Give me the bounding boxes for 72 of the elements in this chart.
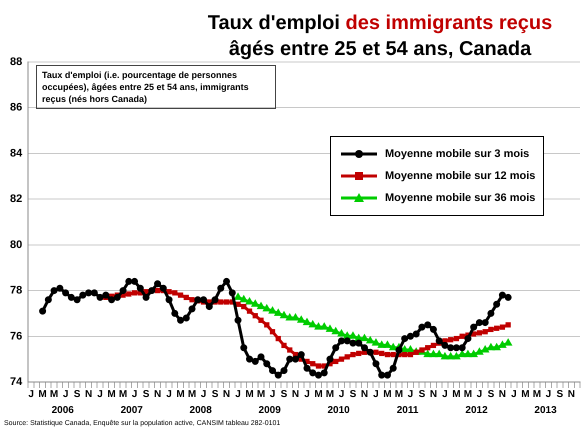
x-tick-label: J bbox=[338, 388, 344, 400]
x-tick-label: N bbox=[84, 388, 92, 400]
x-tick-label: J bbox=[373, 388, 379, 400]
x-tick-label: M bbox=[50, 388, 58, 400]
x-tick-label: M bbox=[326, 388, 334, 400]
text: 2013 bbox=[534, 405, 558, 416]
y-tick-label: 88 bbox=[10, 56, 22, 68]
y-tick-label: 76 bbox=[10, 330, 22, 342]
text: 2010 bbox=[327, 405, 350, 416]
x-tick-label: J bbox=[476, 388, 482, 400]
x-tick-label: M bbox=[314, 388, 323, 400]
annotation: Taux d'emploi (i.e. pourcentage de personnes occupées), âgées entre 25 et 54 ans, immigrants reçus (nés hors Canada) bbox=[36, 65, 276, 109]
x-tick-label: S bbox=[280, 388, 288, 400]
x-tick-label: S bbox=[142, 388, 150, 400]
x-tick-label: M bbox=[256, 388, 266, 400]
x-tick-label: S bbox=[488, 388, 495, 400]
point bbox=[458, 351, 466, 358]
x-tick-label: J bbox=[442, 388, 448, 400]
x-tick-label: J bbox=[28, 388, 34, 400]
x-tick-label: S bbox=[74, 388, 81, 400]
text: 2008 bbox=[190, 405, 212, 416]
x-tick-label: M bbox=[452, 388, 461, 400]
legend-label: Moyenne mobile sur 3 mois bbox=[385, 148, 530, 160]
x-tick-label: M bbox=[394, 388, 404, 400]
x-tick-label: J bbox=[62, 388, 68, 400]
text: 2007 bbox=[120, 405, 144, 416]
y-tick-label: 74 bbox=[10, 376, 24, 388]
x-tick-label: J bbox=[270, 388, 276, 400]
y-tick-label: 82 bbox=[10, 193, 22, 206]
x-tick-label: M bbox=[38, 388, 47, 400]
x-tick-label: M bbox=[245, 388, 254, 400]
x-tick-label: S bbox=[212, 388, 219, 400]
chart-subtitle: âgés entre 25 et 54 ans, Canada bbox=[228, 38, 532, 60]
x-tick-label: J bbox=[546, 388, 552, 400]
x-tick-label: N bbox=[154, 388, 162, 400]
x-tick-label: M bbox=[521, 388, 530, 400]
x-tick-label: N bbox=[292, 388, 300, 400]
point bbox=[424, 351, 431, 358]
y-tick-label: 78 bbox=[10, 284, 22, 297]
x-tick-label: J bbox=[97, 388, 103, 400]
legend-label: Moyenne mobile sur 12 mois bbox=[385, 170, 536, 182]
text: 2011 bbox=[396, 405, 419, 416]
x-tick-label: J bbox=[511, 388, 517, 400]
x-tick-label: M bbox=[188, 388, 196, 400]
x-tick-label: S bbox=[350, 388, 357, 400]
text: 2012 bbox=[465, 405, 488, 416]
x-tick-label: M bbox=[118, 388, 128, 400]
x-tick-label: M bbox=[176, 388, 185, 400]
text: 2009 bbox=[258, 405, 282, 416]
x-tick-label: N bbox=[360, 388, 368, 400]
x-tick-label: J bbox=[408, 388, 414, 400]
chart-title: Taux d'emploi des immigrants reçus bbox=[208, 12, 552, 34]
x-tick-label: N bbox=[222, 388, 230, 400]
y-tick-label: 80 bbox=[10, 238, 22, 251]
x-tick-label: M bbox=[532, 388, 542, 400]
legend-label: Moyenne mobile sur 36 mois bbox=[385, 192, 536, 204]
x-tick-label: M bbox=[107, 388, 116, 400]
y-tick-label: 84 bbox=[10, 147, 24, 160]
x-tick-label: S bbox=[556, 388, 564, 400]
x-tick-label: J bbox=[304, 388, 310, 400]
x-tick-label: M bbox=[383, 388, 392, 400]
x-tick-label: M bbox=[464, 388, 472, 400]
x-tick-label: J bbox=[166, 388, 172, 400]
x-tick-label: N bbox=[430, 388, 438, 400]
x-tick-label: N bbox=[498, 388, 506, 400]
x-tick-label: S bbox=[418, 388, 426, 400]
text: 2006 bbox=[52, 405, 74, 416]
x-tick-label: J bbox=[235, 388, 241, 400]
x-tick-label: J bbox=[200, 388, 206, 400]
x-tick-label: J bbox=[132, 388, 138, 400]
x-tick-label: N bbox=[568, 388, 575, 400]
y-tick-label: 86 bbox=[10, 102, 22, 114]
